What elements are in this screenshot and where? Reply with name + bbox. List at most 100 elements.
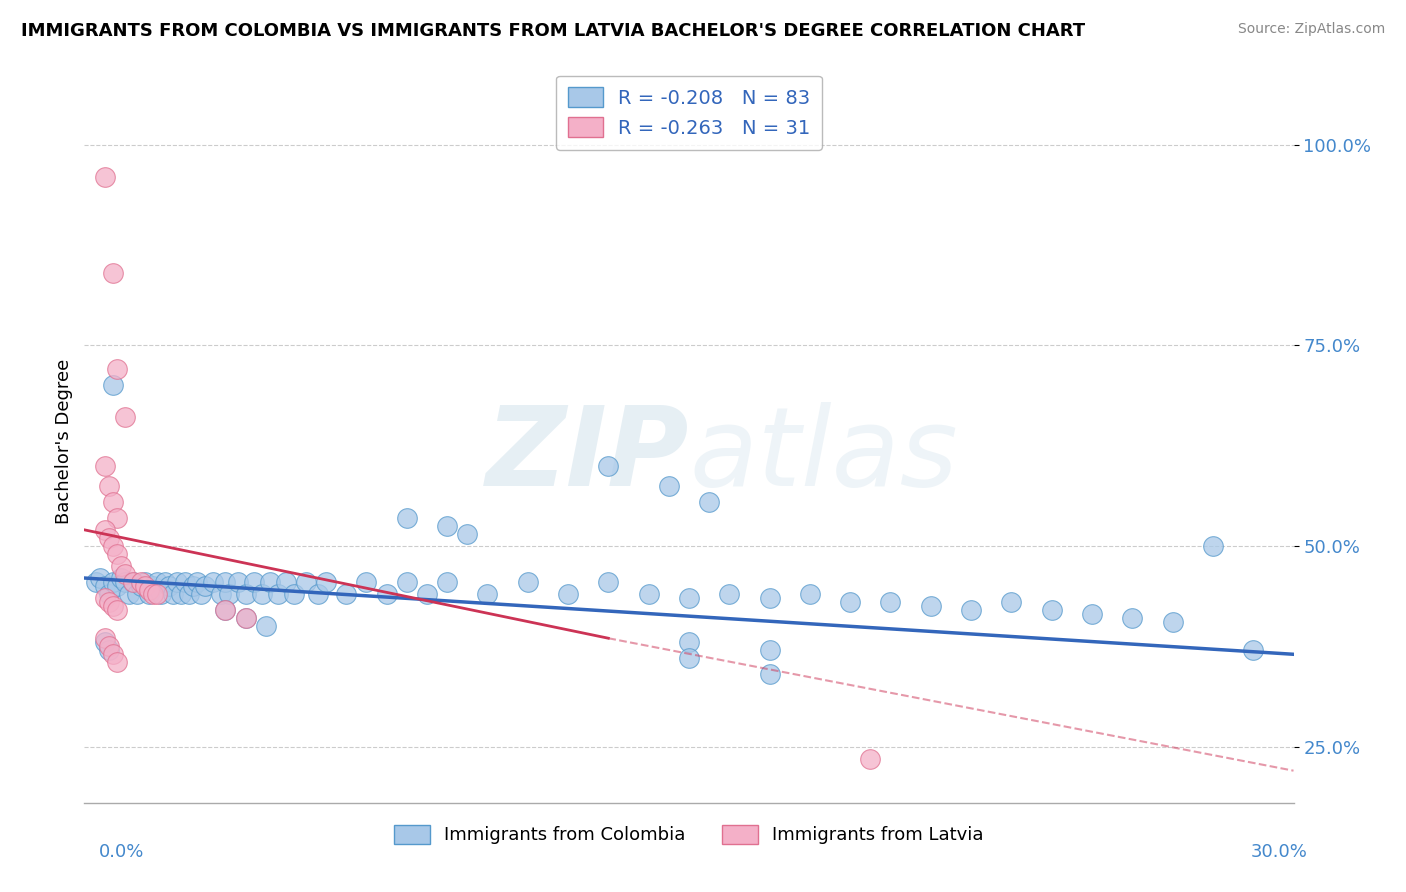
Point <box>142 579 165 593</box>
Point <box>960 603 983 617</box>
Point <box>105 579 128 593</box>
Point <box>101 575 124 590</box>
Point <box>477 587 499 601</box>
Point <box>274 575 297 590</box>
Point <box>114 567 136 582</box>
Point <box>170 587 193 601</box>
Point <box>105 362 128 376</box>
Point <box>110 571 132 585</box>
Point <box>235 611 257 625</box>
Point <box>859 751 882 765</box>
Point <box>758 591 780 606</box>
Point <box>110 558 132 574</box>
Point <box>101 599 124 614</box>
Point <box>335 587 357 601</box>
Point <box>879 595 901 609</box>
Point <box>235 611 257 625</box>
Point <box>93 169 115 184</box>
Point <box>235 587 257 601</box>
Point <box>93 591 115 606</box>
Point <box>226 575 249 590</box>
Point <box>121 575 143 590</box>
Point <box>1040 603 1063 617</box>
Point <box>214 603 236 617</box>
Point <box>250 587 273 601</box>
Point <box>557 587 579 601</box>
Point <box>105 510 128 524</box>
Point <box>456 526 478 541</box>
Point <box>97 643 120 657</box>
Point <box>598 575 620 590</box>
Point <box>920 599 942 614</box>
Point <box>267 587 290 601</box>
Point <box>105 547 128 561</box>
Point <box>209 587 232 601</box>
Point <box>758 667 780 681</box>
Point <box>718 587 741 601</box>
Point <box>129 579 152 593</box>
Point <box>114 410 136 425</box>
Point <box>101 539 124 553</box>
Point <box>678 651 700 665</box>
Point <box>142 587 165 601</box>
Point <box>758 643 780 657</box>
Point <box>157 579 180 593</box>
Point <box>1000 595 1022 609</box>
Text: 0.0%: 0.0% <box>98 843 143 861</box>
Point <box>118 587 141 601</box>
Point <box>375 587 398 601</box>
Point <box>307 587 329 601</box>
Point <box>146 575 169 590</box>
Point <box>93 458 115 473</box>
Point <box>89 571 111 585</box>
Point <box>436 575 458 590</box>
Text: ZIP: ZIP <box>485 402 689 509</box>
Point <box>416 587 439 601</box>
Point <box>149 587 172 601</box>
Point <box>174 575 197 590</box>
Point <box>242 575 264 590</box>
Point <box>697 494 720 508</box>
Point <box>146 587 169 601</box>
Text: Source: ZipAtlas.com: Source: ZipAtlas.com <box>1237 22 1385 37</box>
Point <box>214 575 236 590</box>
Point <box>162 587 184 601</box>
Point <box>678 591 700 606</box>
Point <box>93 523 115 537</box>
Point <box>138 587 160 601</box>
Point <box>93 635 115 649</box>
Point <box>86 575 108 590</box>
Point <box>315 575 337 590</box>
Point <box>395 510 418 524</box>
Point <box>214 603 236 617</box>
Point <box>678 635 700 649</box>
Point <box>93 632 115 646</box>
Point <box>181 579 204 593</box>
Legend: Immigrants from Colombia, Immigrants from Latvia: Immigrants from Colombia, Immigrants fro… <box>387 818 991 852</box>
Y-axis label: Bachelor's Degree: Bachelor's Degree <box>55 359 73 524</box>
Point <box>97 640 120 654</box>
Text: atlas: atlas <box>689 402 957 509</box>
Point <box>179 587 201 601</box>
Point <box>114 575 136 590</box>
Point <box>134 579 156 593</box>
Point <box>799 587 821 601</box>
Point <box>125 587 148 601</box>
Point <box>637 587 659 601</box>
Point <box>356 575 378 590</box>
Point <box>1121 611 1143 625</box>
Point <box>101 648 124 662</box>
Point <box>516 575 538 590</box>
Point <box>101 378 124 392</box>
Point <box>658 479 681 493</box>
Point <box>1161 615 1184 630</box>
Point <box>202 575 225 590</box>
Point <box>1241 643 1264 657</box>
Point <box>598 458 620 473</box>
Text: IMMIGRANTS FROM COLOMBIA VS IMMIGRANTS FROM LATVIA BACHELOR'S DEGREE CORRELATION: IMMIGRANTS FROM COLOMBIA VS IMMIGRANTS F… <box>21 22 1085 40</box>
Point <box>101 266 124 280</box>
Point <box>166 575 188 590</box>
Point <box>190 587 212 601</box>
Point <box>218 587 240 601</box>
Point <box>259 575 281 590</box>
